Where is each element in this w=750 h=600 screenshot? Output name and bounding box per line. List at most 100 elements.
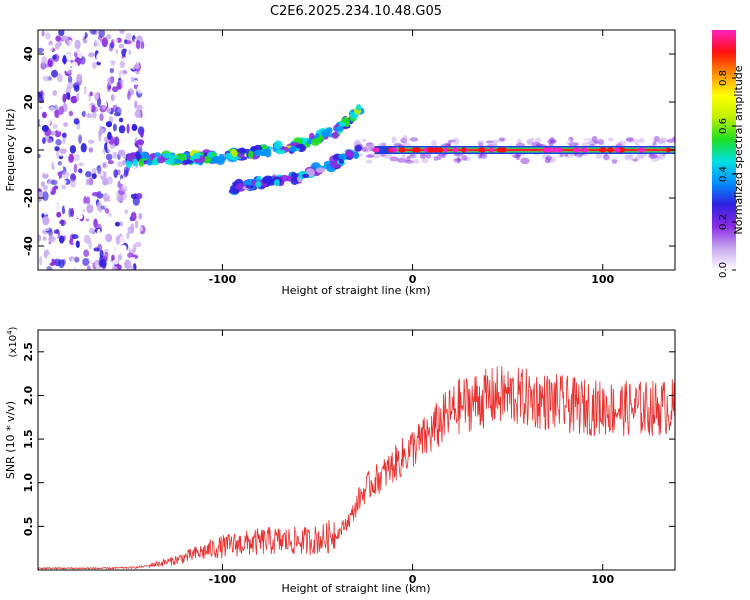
noise-speckle	[58, 106, 64, 115]
noise-speckle	[69, 179, 76, 188]
noise-speckle	[137, 139, 145, 146]
main-line-peak	[545, 147, 554, 153]
halo-speckle	[476, 140, 485, 145]
halo-speckle	[632, 137, 640, 141]
noise-speckle	[48, 235, 56, 243]
noise-speckle	[124, 89, 128, 97]
noise-speckle	[125, 101, 131, 107]
noise-speckle	[116, 101, 122, 108]
noise-speckle	[42, 137, 46, 145]
upper-branch-blob	[275, 149, 286, 155]
noise-speckle	[127, 91, 131, 101]
x-tick-label: 0	[409, 273, 417, 286]
noise-speckle	[118, 145, 123, 150]
noise-speckle	[61, 56, 67, 65]
noise-speckle	[52, 54, 57, 60]
halo-speckle	[610, 140, 619, 145]
noise-speckle	[114, 58, 120, 64]
halo-speckle	[377, 142, 387, 147]
spectrogram-panel: -100 0 100 -40 -20 0 20 40 Height of straight l…	[4, 29, 676, 297]
noise-speckle	[76, 73, 83, 82]
noise-speckle	[48, 84, 55, 91]
noise-speckle	[53, 82, 58, 90]
noise-speckle	[118, 125, 126, 134]
halo-speckle	[419, 152, 427, 160]
x-tick-label: -100	[209, 273, 237, 286]
y-tick-label: 20	[22, 94, 35, 110]
halo-speckle	[465, 135, 472, 142]
noise-speckle	[50, 212, 56, 222]
noise-speckle	[100, 71, 108, 79]
noise-speckle	[56, 149, 60, 159]
noise-speckle	[57, 161, 63, 166]
noise-speckle	[43, 148, 49, 156]
noise-speckle	[95, 52, 103, 63]
noise-speckle	[61, 258, 66, 266]
noise-speckle	[67, 101, 73, 109]
noise-speckle	[71, 61, 79, 70]
noise-speckle	[111, 233, 117, 243]
noise-speckle	[129, 242, 134, 250]
noise-speckle	[63, 122, 69, 127]
noise-speckle	[94, 39, 98, 47]
noise-speckle	[38, 153, 41, 159]
snr-panel: -100 0 100 0.5 1.0 1.5 2.0 2.5 Height of straig…	[4, 326, 676, 595]
noise-speckle	[89, 30, 97, 35]
upper-branch-blob	[338, 121, 347, 127]
halo-speckle	[492, 139, 500, 144]
noise-speckle	[83, 249, 90, 257]
noise-speckle	[89, 91, 93, 97]
noise-speckle	[113, 169, 118, 178]
noise-speckle	[103, 116, 107, 125]
noise-speckle	[79, 183, 87, 188]
noise-speckle	[38, 201, 46, 206]
noise-speckle	[45, 183, 53, 193]
noise-speckle	[137, 225, 144, 232]
main-line-peak	[552, 147, 558, 153]
noise-speckle	[107, 160, 114, 165]
noise-speckle	[76, 114, 83, 120]
noise-speckle	[38, 234, 42, 242]
noise-speckle	[90, 105, 96, 113]
noise-speckle	[55, 42, 60, 50]
noise-speckle	[120, 244, 127, 252]
noise-speckle	[115, 221, 120, 227]
noise-speckle	[99, 258, 107, 268]
colorbar-axis: 0.0 0.2 0.4 0.6 0.8	[718, 70, 736, 278]
noise-speckle	[39, 244, 46, 249]
noise-speckle	[56, 72, 63, 83]
upper-branch-blob	[172, 158, 183, 164]
noise-speckle	[111, 246, 115, 255]
lower-branch-blob	[291, 172, 298, 178]
upper-branch-blob	[331, 131, 339, 139]
lower-branch-blob	[290, 177, 299, 185]
y-tick-label: -40	[22, 236, 35, 256]
upper-branch-blob	[146, 159, 153, 166]
upper-branch-blob	[254, 149, 262, 157]
noise-speckle	[47, 44, 54, 52]
noise-speckle	[85, 152, 91, 157]
noise-speckle	[58, 200, 63, 209]
noise-speckle	[42, 75, 50, 82]
main-line-peak	[614, 147, 621, 153]
main-line-peak	[556, 147, 563, 153]
halo-speckle	[396, 157, 407, 163]
halo-speckle	[433, 156, 438, 162]
noise-speckle	[128, 178, 133, 184]
noise-speckle	[99, 125, 103, 136]
noise-speckle	[85, 95, 90, 101]
noise-speckle	[109, 144, 116, 149]
noise-speckle	[42, 191, 49, 202]
noise-speckle	[120, 73, 128, 78]
noise-speckle	[66, 82, 74, 90]
main-line-peak	[372, 147, 380, 153]
noise-speckle	[52, 90, 58, 97]
noise-speckle	[88, 239, 93, 250]
halo-speckle	[548, 137, 555, 143]
noise-speckle	[101, 37, 109, 48]
halo-speckle	[498, 137, 505, 142]
noise-speckle	[126, 139, 132, 150]
snr-plot-area	[38, 366, 675, 570]
main-line-peak	[390, 147, 398, 153]
halo-speckle	[597, 158, 606, 165]
